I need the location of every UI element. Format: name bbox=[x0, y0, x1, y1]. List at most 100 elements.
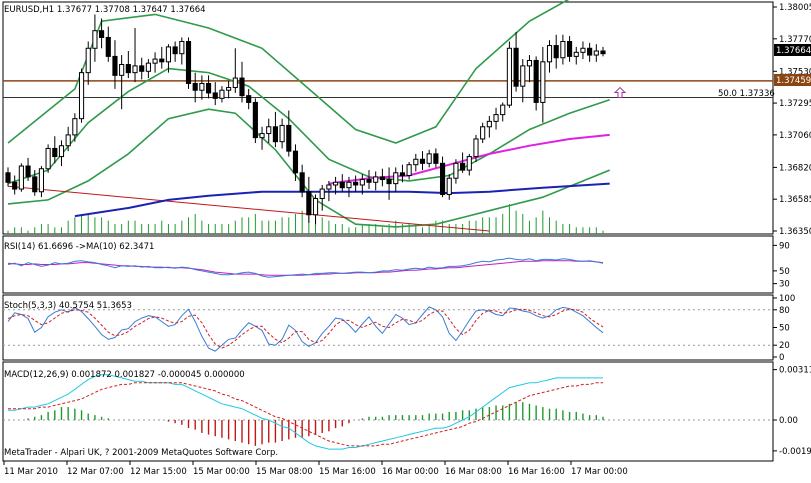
stoch-tick-label: 20 bbox=[779, 341, 790, 351]
candle bbox=[152, 52, 158, 73]
time-tick-label: 17 Mar 00:00 bbox=[571, 467, 628, 477]
up-arrow-icon bbox=[613, 86, 627, 99]
stoch-tick-label: 80 bbox=[779, 306, 790, 316]
candle bbox=[386, 167, 392, 200]
candle bbox=[339, 174, 345, 192]
time-tick-label: 16 Mar 08:00 bbox=[445, 467, 502, 477]
macd-signal-line bbox=[8, 382, 603, 447]
candle bbox=[25, 157, 31, 181]
candle bbox=[99, 18, 105, 49]
candle bbox=[165, 44, 172, 73]
candle bbox=[506, 41, 512, 108]
candle bbox=[85, 41, 91, 85]
candle-body bbox=[179, 41, 185, 55]
candle bbox=[239, 61, 245, 103]
candle-body bbox=[473, 138, 479, 158]
candle bbox=[319, 184, 325, 211]
candle-body bbox=[38, 168, 44, 193]
candle-body bbox=[65, 134, 71, 147]
candle bbox=[139, 57, 145, 80]
candle bbox=[65, 126, 71, 152]
candle-body bbox=[112, 55, 118, 76]
candle bbox=[12, 175, 18, 195]
candle bbox=[419, 151, 426, 171]
candle bbox=[226, 80, 232, 99]
candle-body bbox=[386, 179, 392, 185]
price-tick-label: 1.37295 bbox=[779, 99, 811, 109]
candle bbox=[246, 88, 252, 110]
candle-body bbox=[333, 181, 339, 186]
candle bbox=[192, 72, 198, 103]
candle bbox=[373, 171, 379, 191]
candle-body bbox=[393, 172, 399, 185]
candle-body bbox=[533, 59, 539, 103]
candle bbox=[312, 194, 319, 225]
panel-frame-main bbox=[2, 1, 774, 235]
candle bbox=[279, 118, 285, 149]
candlesticks bbox=[5, 14, 606, 225]
time-tick-label: 16 Mar 16:00 bbox=[508, 467, 565, 477]
candle-body bbox=[85, 47, 91, 74]
candle bbox=[172, 41, 178, 62]
candle bbox=[212, 82, 218, 106]
candle-body bbox=[279, 124, 285, 143]
candle-body bbox=[526, 59, 533, 67]
candle-body bbox=[25, 165, 31, 178]
candle-body bbox=[185, 41, 192, 84]
candle-body bbox=[353, 181, 359, 186]
candle-body bbox=[466, 156, 472, 171]
candle-body bbox=[205, 82, 212, 94]
candle bbox=[105, 26, 111, 62]
candle bbox=[493, 107, 499, 130]
candle bbox=[560, 34, 566, 65]
candle bbox=[520, 59, 526, 103]
candle-body bbox=[52, 147, 58, 158]
candle-body bbox=[600, 50, 606, 55]
candle bbox=[406, 161, 412, 180]
candle bbox=[393, 167, 399, 192]
candle-body bbox=[199, 82, 205, 91]
candle bbox=[453, 159, 459, 184]
candle bbox=[460, 152, 466, 173]
brown-line-price-box: 1.37459 bbox=[774, 74, 811, 86]
candle-body bbox=[366, 179, 372, 183]
candle-body bbox=[5, 172, 11, 183]
candle-body bbox=[72, 118, 78, 136]
candle-body bbox=[292, 150, 299, 174]
rsi-ma-line bbox=[7, 260, 604, 276]
price-tick-label: 1.36820 bbox=[779, 163, 811, 173]
candle bbox=[359, 174, 365, 195]
candle-body bbox=[286, 124, 292, 152]
candle-body bbox=[553, 45, 559, 59]
candle-body bbox=[246, 95, 252, 103]
candle bbox=[306, 176, 312, 223]
candle bbox=[159, 46, 165, 69]
candle bbox=[399, 164, 406, 183]
candle-body bbox=[540, 61, 546, 103]
candle-body bbox=[226, 87, 232, 91]
macd-main-line bbox=[8, 374, 603, 450]
candle bbox=[145, 59, 151, 79]
price-tick-label: 1.37530 bbox=[779, 67, 811, 77]
candle-body bbox=[460, 162, 466, 171]
candle bbox=[326, 180, 332, 202]
stoch-main-line bbox=[7, 306, 604, 352]
candle bbox=[286, 110, 292, 157]
candle bbox=[567, 36, 573, 62]
candle-body bbox=[18, 165, 24, 190]
candle bbox=[333, 176, 339, 195]
candle-body bbox=[139, 65, 145, 72]
candle bbox=[266, 118, 272, 144]
copyright-label: MetaTrader - Alpari UK, ? 2001-2009 Meta… bbox=[4, 448, 278, 458]
stoch-tick-label: 0 bbox=[779, 353, 784, 363]
time-tick-label: 15 Mar 00:00 bbox=[193, 467, 250, 477]
candle-body bbox=[252, 101, 258, 139]
candle-body bbox=[192, 82, 198, 91]
candle bbox=[299, 164, 305, 198]
candle-body bbox=[105, 36, 111, 57]
stoch-tick-label: 100 bbox=[779, 294, 795, 304]
candle bbox=[473, 134, 479, 162]
